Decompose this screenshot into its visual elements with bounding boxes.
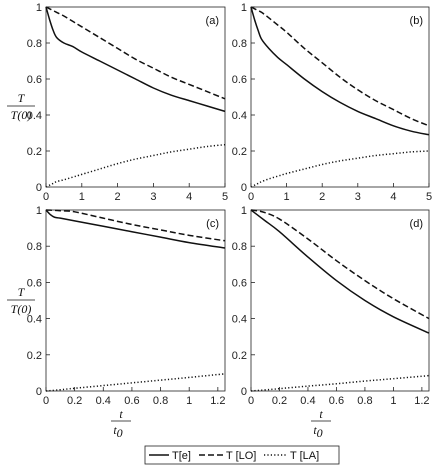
- series-line-te: [250, 6, 430, 136]
- x-tick-label: 4: [186, 191, 192, 203]
- x-tick-label: 4: [390, 191, 396, 203]
- x-axis-label-right: t t0: [311, 407, 331, 440]
- x-tick-label: 0.8: [357, 395, 372, 407]
- legend: T[e] T [LO] T [LA]: [144, 445, 340, 465]
- panel-label: (d): [410, 218, 423, 230]
- x-tick-label: 1: [284, 191, 290, 203]
- plot-frame: [45, 6, 226, 188]
- x-tick-label: 0.2: [67, 395, 82, 407]
- panel-label: (a): [206, 15, 219, 27]
- series-line-tla: [45, 373, 226, 392]
- x-tick-label: 0: [248, 395, 254, 407]
- panel-4: 0 0.2 0.4 0.6 0.8 1 0 0.2 0.4 0.6 0.8 1 1.2 (d): [232, 205, 430, 407]
- x-tick-label: 0: [43, 395, 49, 407]
- y-tick-label: 0.4: [27, 110, 42, 122]
- series-line-tla: [250, 150, 430, 188]
- y-label-num: T: [18, 91, 26, 105]
- x-tick-label: 0.8: [153, 395, 168, 407]
- series-line-tlo: [45, 6, 226, 100]
- legend-box: [144, 445, 340, 465]
- y-tick-label: 0: [241, 386, 247, 398]
- x-tick-label: 0.4: [96, 395, 111, 407]
- plot-frame: [250, 6, 430, 188]
- x-tick-label: 1: [390, 395, 396, 407]
- x-tick-label: 0: [248, 191, 254, 203]
- series-line-tlo: [250, 6, 430, 127]
- y-tick-label: 0.8: [232, 38, 247, 50]
- y-tick-label: 0.4: [232, 314, 247, 326]
- y-tick-label: 0: [36, 386, 42, 398]
- y-tick-label: 0.4: [232, 110, 247, 122]
- panel-3: 0 0.2 0.4 0.6 0.8 1 0 0.2 0.4 0.6 0.8 1 1.2 (c): [27, 205, 226, 407]
- x-tick-label: 2: [319, 191, 325, 203]
- plot-frame: [250, 209, 430, 392]
- x-label-den: t0: [113, 423, 122, 440]
- series-line-te: [250, 209, 430, 334]
- x-tick-label: 1.2: [414, 395, 429, 407]
- series-line-te: [45, 6, 226, 113]
- y-tick-label: 0.6: [27, 277, 42, 289]
- panel-1: 0 0.2 0.4 0.6 0.8 1 0 1 2 3 4 5 (a): [27, 2, 228, 203]
- series-line-tlo: [45, 209, 226, 242]
- y-tick-label: 0.6: [27, 74, 42, 86]
- y-tick-label: 0.2: [27, 146, 42, 158]
- y-tick-label: 1: [36, 2, 42, 14]
- y-label-den: T(0): [11, 302, 32, 316]
- x-tick-label: 0.2: [272, 395, 287, 407]
- y-axis-label-bottom: T T(0): [7, 285, 35, 316]
- x-tick-label: 1.2: [210, 395, 225, 407]
- y-tick-label: 0.2: [232, 350, 247, 362]
- x-tick-label: 0.6: [124, 395, 139, 407]
- x-tick-label: 0: [43, 191, 49, 203]
- y-tick-label: 0.6: [232, 74, 247, 86]
- y-tick-label: 0.2: [232, 146, 247, 158]
- series-line-te: [45, 209, 226, 249]
- x-tick-label: 5: [426, 191, 432, 203]
- y-axis-label-top: T T(0): [7, 91, 35, 122]
- x-tick-label: 3: [355, 191, 361, 203]
- x-tick-label: 2: [115, 191, 121, 203]
- series-line-tla: [45, 143, 226, 188]
- y-tick-label: 0.2: [27, 350, 42, 362]
- legend-label: T[e]: [172, 450, 191, 462]
- x-tick-label: 3: [150, 191, 156, 203]
- x-tick-label: 1: [79, 191, 85, 203]
- x-tick-label: 0.4: [300, 395, 315, 407]
- panel-label: (c): [206, 218, 219, 230]
- x-tick-label: 1: [186, 395, 192, 407]
- y-tick-label: 0: [36, 182, 42, 194]
- panel-label: (b): [410, 15, 423, 27]
- x-axis-label-left: t t0: [111, 407, 131, 440]
- y-tick-label: 1: [36, 205, 42, 217]
- legend-label: T [LA]: [290, 450, 319, 462]
- panel-2: 0 0.2 0.4 0.6 0.8 1 0 1 2 3 4 5 (b): [232, 2, 432, 203]
- plot-frame: [45, 209, 226, 392]
- y-tick-label: 0.8: [27, 38, 42, 50]
- y-tick-label: 1: [241, 205, 247, 217]
- y-tick-label: 0.8: [232, 241, 247, 253]
- y-label-num: T: [18, 285, 26, 299]
- series-line-tlo: [250, 209, 430, 320]
- legend-label: T [LO]: [226, 450, 256, 462]
- y-tick-label: 0.8: [27, 241, 42, 253]
- y-tick-label: 0.6: [232, 277, 247, 289]
- x-label-num: t: [119, 407, 123, 421]
- x-label-num: t: [319, 407, 323, 421]
- y-tick-label: 1: [241, 2, 247, 14]
- x-tick-label: 0.6: [329, 395, 344, 407]
- y-label-den: T(0): [11, 108, 32, 122]
- panels: 00.20.40.60.810 1 2 3 4 5(a)00.20.40.60.810 1 2…: [27, 2, 432, 407]
- x-label-den: t0: [313, 423, 322, 440]
- x-tick-label: 5: [222, 191, 228, 203]
- series-line-tla: [250, 374, 430, 392]
- y-tick-label: 0: [241, 182, 247, 194]
- y-tick-label: 0.4: [27, 314, 42, 326]
